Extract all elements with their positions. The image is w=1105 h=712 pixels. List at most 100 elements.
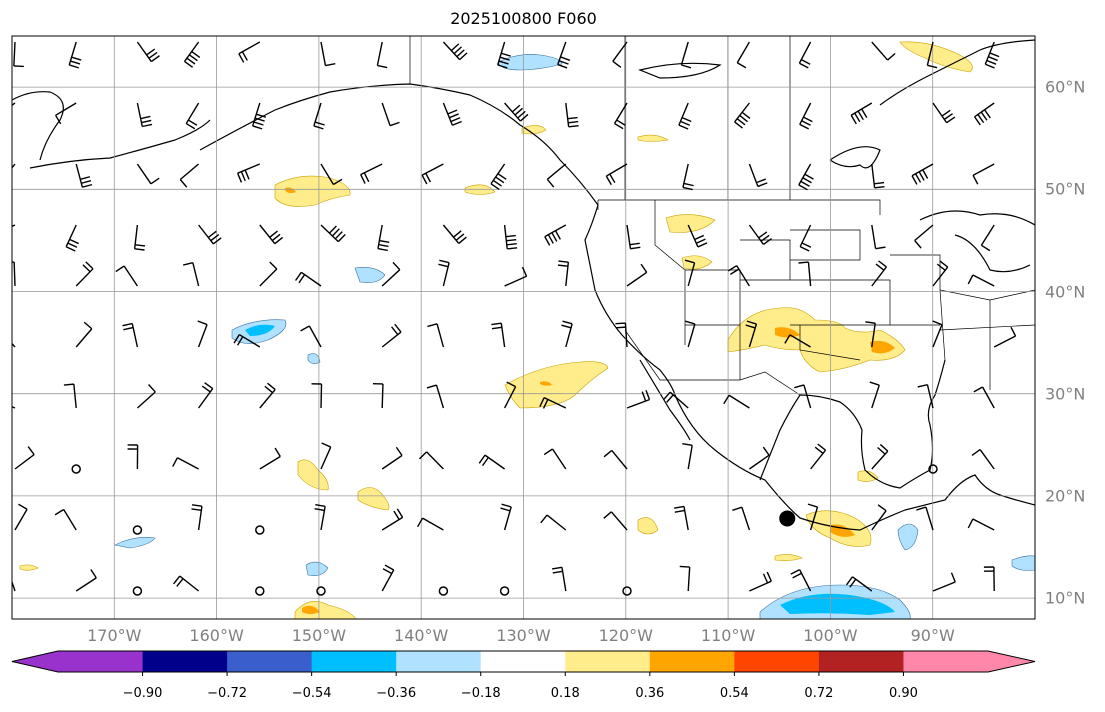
strong-negative-contours (245, 324, 895, 615)
calm-wind-circle (622, 586, 632, 596)
wind-barb (12, 342, 16, 348)
wind-barb (75, 163, 93, 188)
latitude-label: 30°N (1045, 384, 1086, 404)
wind-barb (136, 102, 153, 128)
wind-barb (845, 576, 873, 592)
longitude-label: 90°W (910, 626, 955, 645)
wind-barb (311, 383, 323, 409)
calm-wind-circle (499, 586, 510, 596)
wind-barb (504, 102, 529, 122)
wind-barb (557, 260, 570, 287)
colorbar-segment (818, 651, 904, 672)
wind-barb (427, 323, 445, 348)
wind-barb (381, 446, 403, 470)
wind-barb (133, 224, 146, 251)
wind-barb (869, 381, 880, 409)
colorbar-segment (58, 651, 144, 672)
wind-barb (259, 261, 278, 287)
colorbar-label: −0.90 (122, 686, 163, 701)
wind-barb (790, 569, 812, 592)
wind-barb (551, 566, 567, 592)
longitude-label: 160°W (189, 626, 244, 645)
wind-barb (993, 326, 1017, 348)
wind-barb (626, 224, 641, 250)
wind-barb (971, 449, 995, 470)
wind-barb (798, 41, 812, 69)
calm-wind-circle (255, 525, 265, 535)
negative-contours (114, 54, 1035, 619)
wind-barb (136, 384, 156, 409)
wind-barb (871, 163, 885, 189)
wind-barb (926, 41, 938, 69)
wind-barb (259, 224, 284, 245)
wind-barb (259, 382, 276, 409)
wind-barb (972, 163, 995, 185)
wind-barb (561, 320, 573, 348)
wind-barb (136, 41, 160, 63)
wind-barb (810, 443, 827, 470)
wind-barb (932, 102, 956, 124)
wind-barb (376, 41, 388, 69)
positive-contours (19, 41, 973, 619)
wind-barb (504, 266, 528, 287)
strong-positive-contours (285, 187, 895, 614)
longitude-label: 130°W (496, 626, 551, 645)
wind-barb (75, 569, 97, 592)
wind-barb (14, 503, 28, 531)
wind-barb (503, 224, 518, 250)
wind-barb (682, 163, 694, 191)
gridlines (12, 36, 1035, 619)
wind-barb (259, 447, 281, 470)
wind-barb (984, 41, 1000, 69)
wind-barb (967, 518, 995, 531)
wind-barb (932, 260, 949, 287)
wind-barb (748, 446, 770, 470)
wind-barb (911, 163, 934, 185)
wind-barb (680, 41, 692, 69)
latitude-label: 40°N (1045, 282, 1086, 301)
colorbar-extend-low (12, 651, 58, 672)
longitude-label: 150°W (291, 626, 347, 645)
wind-barb (500, 503, 512, 531)
wind-barb (603, 449, 628, 470)
wind-barb (63, 383, 77, 409)
wind-barbs (12, 41, 1017, 596)
wind-barb (54, 508, 77, 531)
calm-wind-circle (255, 586, 265, 596)
longitude-label: 120°W (598, 626, 653, 645)
wind-barb (626, 390, 651, 409)
colorbar-segment (480, 651, 566, 672)
wind-barb (980, 224, 995, 252)
wind-barb (799, 224, 812, 252)
wind-barb (442, 102, 462, 126)
wind-barb (490, 163, 507, 191)
wind-barb (914, 224, 934, 249)
wind-barb (236, 163, 261, 183)
longitude-label: 110°W (700, 626, 756, 645)
wind-barb (871, 504, 887, 531)
wind-barb (626, 263, 648, 287)
wind-barb (381, 261, 401, 287)
wind-barb (295, 271, 322, 287)
wind-barb (663, 391, 689, 409)
colorbar-label: −0.72 (207, 686, 247, 701)
wind-barb (679, 565, 691, 592)
wind-barb (503, 381, 517, 409)
wind-barb (723, 394, 750, 409)
wind-barb (233, 333, 261, 348)
wind-barb (416, 517, 444, 531)
wind-barb (377, 224, 390, 252)
wind-barb (850, 102, 873, 125)
wind-barb (734, 102, 751, 129)
colorbar-segment (227, 651, 313, 672)
wind-barb (967, 274, 995, 287)
wind-barb (136, 163, 160, 185)
wind-barb (313, 102, 325, 130)
location-marker (779, 510, 796, 527)
wind-barb (115, 265, 138, 287)
wind-barb (12, 579, 16, 592)
wind-barb (183, 41, 201, 68)
calm-wind-circle (132, 525, 143, 535)
wind-barb (871, 260, 887, 287)
